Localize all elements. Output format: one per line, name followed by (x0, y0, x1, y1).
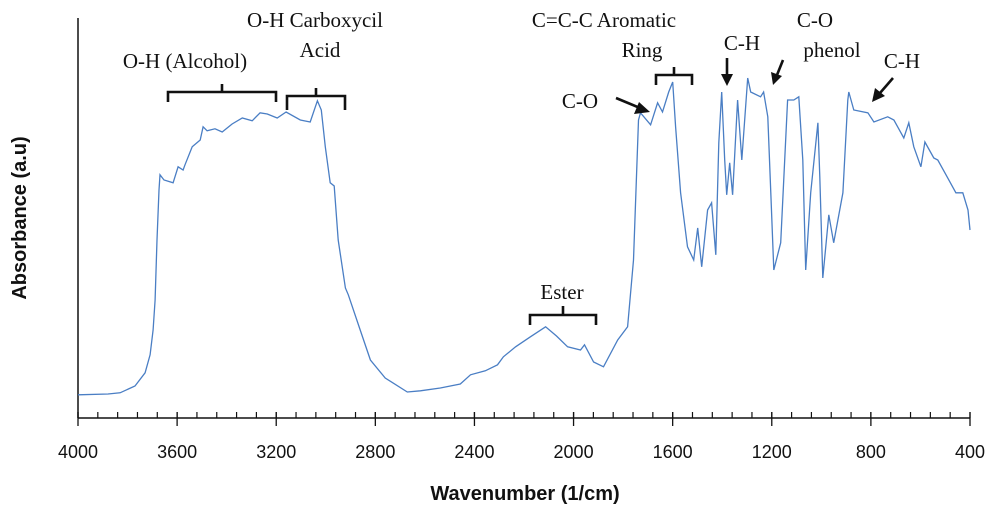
x-tick-label: 800 (856, 442, 886, 462)
annotation-oh-carboxylic-2: Acid (300, 38, 341, 62)
x-tick-label: 2400 (454, 442, 494, 462)
annotation-ester: Ester (540, 280, 583, 304)
annotation-co-left: C-O (562, 89, 598, 113)
x-axis-title: Wavenumber (1/cm) (430, 483, 619, 505)
x-tick-label: 400 (955, 442, 985, 462)
bracket-ester (528, 306, 598, 325)
y-axis-title: Absorbance (a.u) (9, 136, 31, 299)
spectrum-line (77, 77, 971, 396)
x-tick-label: 3200 (256, 442, 296, 462)
annotation-co-phenol-2: phenol (803, 38, 860, 62)
arrow-co-left (615, 96, 650, 114)
axes: 4000 3600 3200 2800 2400 2000 1600 1200 800 400 (58, 18, 985, 462)
x-tick-label: 4000 (58, 442, 98, 462)
x-tick-label: 3600 (157, 442, 197, 462)
arrow-ch-mid (721, 58, 733, 86)
x-tick-label: 2800 (355, 442, 395, 462)
bracket-oh-alcohol (166, 84, 278, 102)
annotation-co-phenol-1: C-O (797, 8, 833, 32)
annotation-aromatic-1: C=C-C Aromatic (532, 8, 676, 32)
x-tick-label: 2000 (554, 442, 594, 462)
annotation-oh-carboxylic-1: O-H Carboxycil (247, 8, 383, 32)
bracket-oh-carboxylic (285, 88, 347, 110)
arrow-ch-right (872, 77, 894, 102)
bracket-aromatic (654, 67, 694, 85)
arrow-co-phenol (771, 59, 785, 85)
x-tick-label: 1600 (653, 442, 693, 462)
annotation-oh-alcohol: O-H (Alcohol) (123, 49, 247, 73)
annotation-aromatic-2: Ring (622, 38, 663, 62)
x-tick-label: 1200 (752, 442, 792, 462)
annotation-ch-right: C-H (884, 49, 920, 73)
annotation-ch-mid: C-H (724, 31, 760, 55)
